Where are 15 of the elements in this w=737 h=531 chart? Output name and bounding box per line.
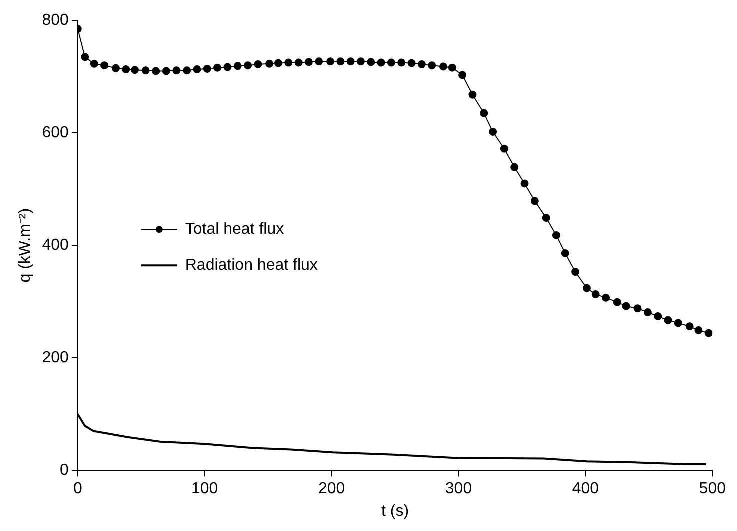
x-tick-label: 400 — [572, 480, 600, 498]
y-tick-label: 600 — [42, 124, 69, 142]
y-tick-label: 400 — [42, 237, 69, 254]
x-tick-label: 500 — [699, 480, 726, 498]
x-tick-label: 300 — [445, 480, 472, 498]
y-tick-label: 200 — [42, 350, 69, 367]
legend-label: Total heat flux — [185, 221, 284, 238]
x-tick-label: 0 — [73, 480, 82, 498]
y-tick-label: 0 — [60, 462, 69, 480]
x-tick-label: 200 — [318, 480, 346, 498]
x-tick-label: 100 — [191, 480, 218, 498]
x-axis-title: t (s) — [382, 502, 410, 520]
legend-label: Radiation heat flux — [185, 257, 318, 274]
y-tick-label: 800 — [42, 12, 69, 30]
y-axis-title: q (kW.m⁻²) — [17, 208, 34, 283]
